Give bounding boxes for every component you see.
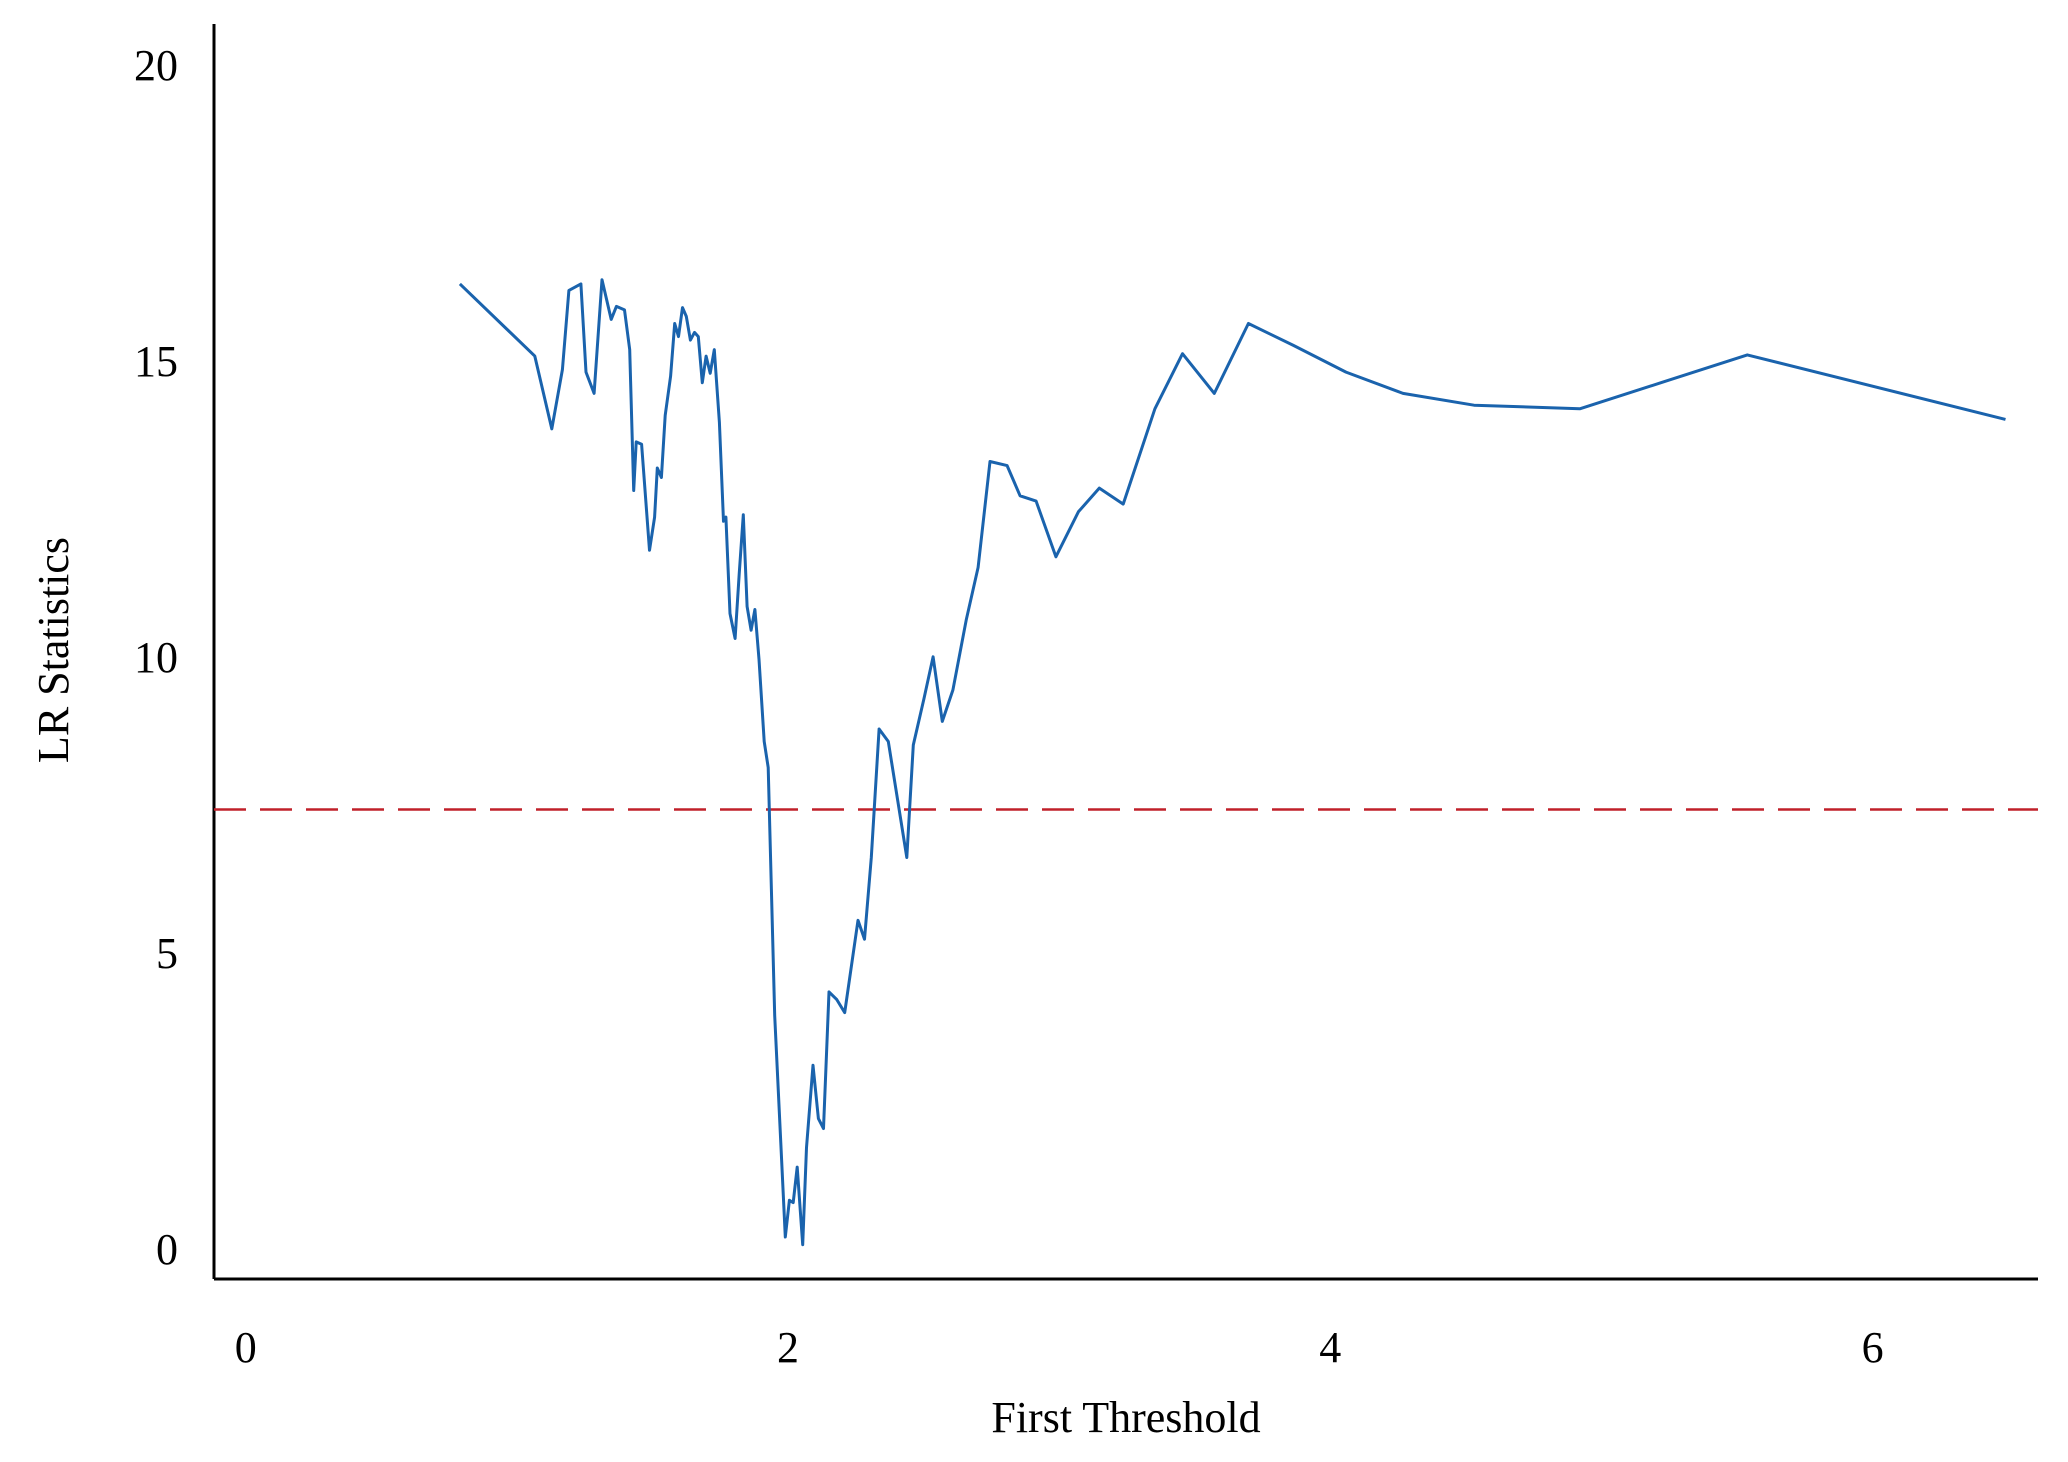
y-tick-label: 0: [156, 1225, 178, 1274]
x-tick-label: 4: [1319, 1323, 1341, 1372]
y-tick-label: 15: [134, 337, 178, 386]
x-tick-label: 2: [777, 1323, 799, 1372]
y-axis-label: LR Statistics: [29, 537, 78, 763]
x-axis-label: First Threshold: [991, 1393, 1260, 1442]
y-tick-label: 10: [134, 633, 178, 682]
x-tick-label: 6: [1862, 1323, 1884, 1372]
x-tick-label: 0: [235, 1323, 257, 1372]
y-tick-label: 20: [134, 41, 178, 90]
y-tick-label: 5: [156, 929, 178, 978]
line-series: [458, 278, 2006, 1247]
